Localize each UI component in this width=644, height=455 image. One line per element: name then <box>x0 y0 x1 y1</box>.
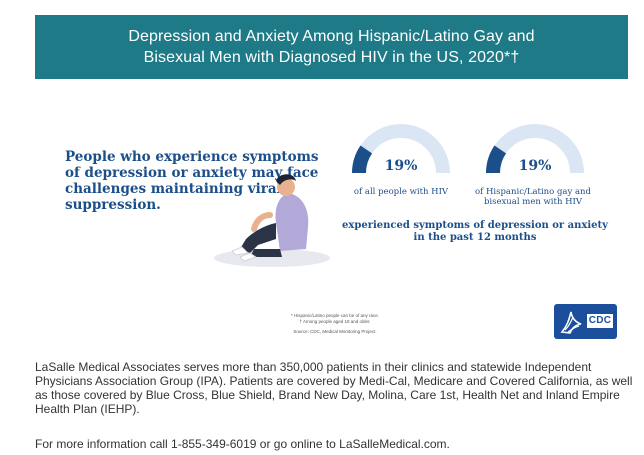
summary-line1: experienced symptoms of depression or an… <box>342 220 608 231</box>
cdc-logo-text: CDC <box>587 314 613 328</box>
summary-line2: in the past 12 months <box>413 232 537 243</box>
footnotes: * Hispanic/Latino people can be of any r… <box>215 313 455 335</box>
hhs-eagle-icon <box>560 311 582 334</box>
infographic-banner: Depression and Anxiety Among Hispanic/La… <box>35 15 628 79</box>
gauge-all-people-value: 19% <box>384 158 418 174</box>
gauge-hispanic-latino: 19% of Hispanic/Latino gay and bisexual … <box>475 123 595 207</box>
gauge-hispanic-latino-arc <box>486 124 584 173</box>
gauge-hispanic-latino-value: 19% <box>518 158 552 174</box>
infographic-title-line1: Depression and Anxiety Among Hispanic/La… <box>128 28 535 45</box>
contact-info: For more information call 1-855-349-6019… <box>35 437 450 451</box>
summary-text: experienced symptoms of depression or an… <box>335 220 615 244</box>
footnote-source: Source: CDC, Medical Monitoring Project. <box>293 329 377 334</box>
sitting-person-illustration <box>214 174 330 267</box>
cdc-logo: CDC <box>554 304 617 339</box>
infographic-title-line2: Bisexual Men with Diagnosed HIV in the U… <box>143 49 520 66</box>
gauge-all-people-arc <box>352 124 450 173</box>
tagline-text: People who experience symptoms of depres… <box>65 149 319 213</box>
gauge-all-people: 19% of all people with HIV <box>351 123 461 197</box>
infographic: Depression and Anxiety Among Hispanic/La… <box>35 15 628 352</box>
gauge-hispanic-latino-caption-line2: bisexual men with HIV <box>483 197 583 207</box>
footnote-age: † Among people aged 18 and older. <box>299 319 371 324</box>
gauge-hispanic-latino-caption-line1: of Hispanic/Latino gay and <box>475 187 591 197</box>
gauge-hispanic-latino-caption: of Hispanic/Latino gay and bisexual men … <box>463 187 603 207</box>
lasalle-description: LaSalle Medical Associates serves more t… <box>35 360 633 416</box>
footnote-race: * Hispanic/Latino people can be of any r… <box>290 313 380 318</box>
gauge-all-people-caption: of all people with HIV <box>353 187 449 197</box>
